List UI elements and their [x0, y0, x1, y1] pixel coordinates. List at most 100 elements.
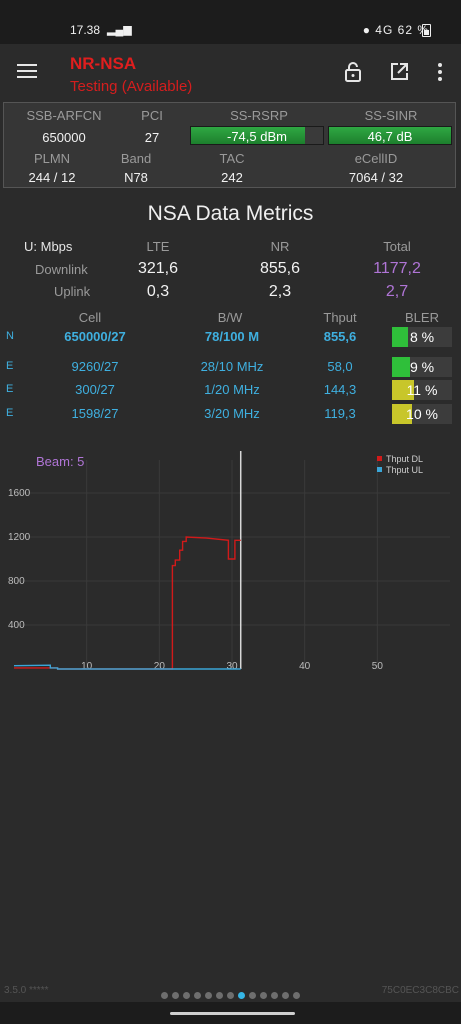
cell-type-tag: E: [6, 360, 14, 372]
page-dot[interactable]: [260, 992, 267, 999]
cell-thput: 119,3: [324, 406, 356, 421]
battery-icon: [422, 24, 431, 37]
toolbar: NR-NSA Testing (Available): [0, 44, 461, 100]
cell-bw: 3/20 MHz: [204, 406, 260, 421]
cell-thput: 144,3: [323, 382, 357, 397]
cell-id: 9260/27: [71, 359, 119, 374]
nr-header: NR: [270, 239, 290, 254]
cell-type-tag: E: [6, 407, 14, 419]
bler-col-header: BLER: [405, 310, 439, 325]
bler-bar-fill: [392, 404, 412, 424]
arfcn-value: 650000: [42, 130, 86, 145]
metrics-title: NSA Data Metrics: [147, 202, 314, 225]
y-tick-label: 1200: [8, 532, 31, 543]
status-right: ● 4G 62 %: [363, 23, 429, 37]
tac-value: 242: [221, 170, 243, 185]
sinr-bar-fill: [329, 127, 451, 144]
y-tick-label: 1600: [8, 488, 31, 499]
page-dot[interactable]: [249, 992, 256, 999]
ecellid-value: 7064 / 32: [348, 170, 404, 185]
app-title: NR-NSA: [70, 54, 137, 73]
cell-col-header: Cell: [78, 310, 102, 325]
cell-bw: 78/100 M: [204, 329, 260, 344]
page-dot[interactable]: [172, 992, 179, 999]
band-label: Band: [120, 151, 152, 166]
tac-label: TAC: [219, 151, 245, 166]
x-tick-label: 30: [226, 661, 238, 672]
status-time: 17.38: [70, 23, 101, 37]
cell-row: E 300/27 1/20 MHz 144,3 11 %: [0, 380, 461, 400]
navigation-bar: [0, 1002, 461, 1024]
app-version: 3.5.0 *****: [4, 985, 49, 996]
unlock-icon[interactable]: [341, 60, 365, 84]
status-bar: 17.38 ▂▄▆ ● 4G 62 %: [0, 0, 461, 44]
page-dot[interactable]: [293, 992, 300, 999]
menu-icon[interactable]: [17, 64, 37, 78]
plmn-label: PLMN: [33, 151, 71, 166]
page-dot[interactable]: [238, 992, 245, 999]
series-line-dl: [14, 536, 241, 670]
bw-col-header: B/W: [217, 310, 243, 325]
cell-thput: 58,0: [327, 359, 353, 374]
cell-id: 300/27: [75, 382, 115, 397]
lte-header: LTE: [146, 239, 170, 254]
x-tick-label: 10: [81, 661, 93, 672]
sinr-value: 46,7 dB: [367, 129, 413, 144]
bler-bar: 10 %: [392, 404, 452, 424]
legend-swatch: [377, 467, 382, 472]
page-dot[interactable]: [205, 992, 212, 999]
cell-id: 650000/27: [64, 329, 126, 344]
uplink-label: Uplink: [54, 284, 91, 299]
downlink-lte: 321,6: [137, 260, 179, 277]
cell-id: 1598/27: [71, 406, 119, 421]
bler-value: 9 %: [409, 359, 435, 375]
network-type: 4G: [375, 23, 394, 37]
page-dot[interactable]: [282, 992, 289, 999]
pci-label: PCI: [141, 108, 163, 123]
device-id: 75C0EC3C8CBC: [381, 985, 459, 996]
sinr-bar: 46,7 dB: [328, 126, 452, 145]
total-header: Total: [383, 239, 411, 254]
app-subtitle: Testing (Available): [70, 78, 193, 95]
chart-title: Beam: 5: [36, 454, 84, 469]
cell-bw: 28/10 MHz: [200, 359, 264, 374]
x-tick-label: 20: [154, 661, 166, 672]
bler-value: 11 %: [406, 382, 438, 398]
battery-text: 62 %: [397, 23, 429, 37]
home-gesture-pill[interactable]: [170, 1012, 295, 1015]
uplink-lte: 0,3: [146, 283, 170, 300]
bler-bar: 11 %: [392, 380, 452, 400]
more-options-icon[interactable]: [428, 60, 452, 84]
band-value: N78: [124, 170, 148, 185]
page-dot[interactable]: [161, 992, 168, 999]
page-dot[interactable]: [183, 992, 190, 999]
x-tick-label: 40: [299, 661, 311, 672]
legend-label: Thput UL: [386, 465, 423, 475]
bler-bar: 8 %: [392, 327, 452, 347]
series-line-ul: [13, 664, 241, 670]
y-tick-label: 800: [8, 576, 25, 587]
page-dot[interactable]: [194, 992, 201, 999]
cell-bw: 1/20 MHz: [204, 382, 260, 397]
legend-label: Thput DL: [386, 454, 423, 464]
rsrp-value: -74,5 dBm: [227, 129, 287, 144]
downlink-nr: 855,6: [259, 260, 301, 277]
page-dot[interactable]: [271, 992, 278, 999]
page-dot[interactable]: [216, 992, 223, 999]
page-dot[interactable]: [227, 992, 234, 999]
uplink-total: 2,7: [385, 283, 409, 300]
y-tick-label: 400: [8, 620, 25, 631]
legend-swatch: [377, 456, 382, 461]
bler-bar-fill: [392, 327, 408, 347]
location-icon: ●: [362, 23, 371, 37]
rsrp-bar: -74,5 dBm: [190, 126, 324, 145]
plmn-value: 244 / 12: [28, 170, 76, 185]
downlink-total: 1177,2: [373, 260, 421, 277]
page-indicator[interactable]: [0, 986, 461, 1004]
bler-bar: 9 %: [392, 357, 452, 377]
open-external-icon[interactable]: [387, 60, 411, 84]
bler-value: 8 %: [409, 329, 435, 345]
downlink-label: Downlink: [35, 262, 88, 277]
sinr-label: SS-SINR: [364, 108, 418, 123]
